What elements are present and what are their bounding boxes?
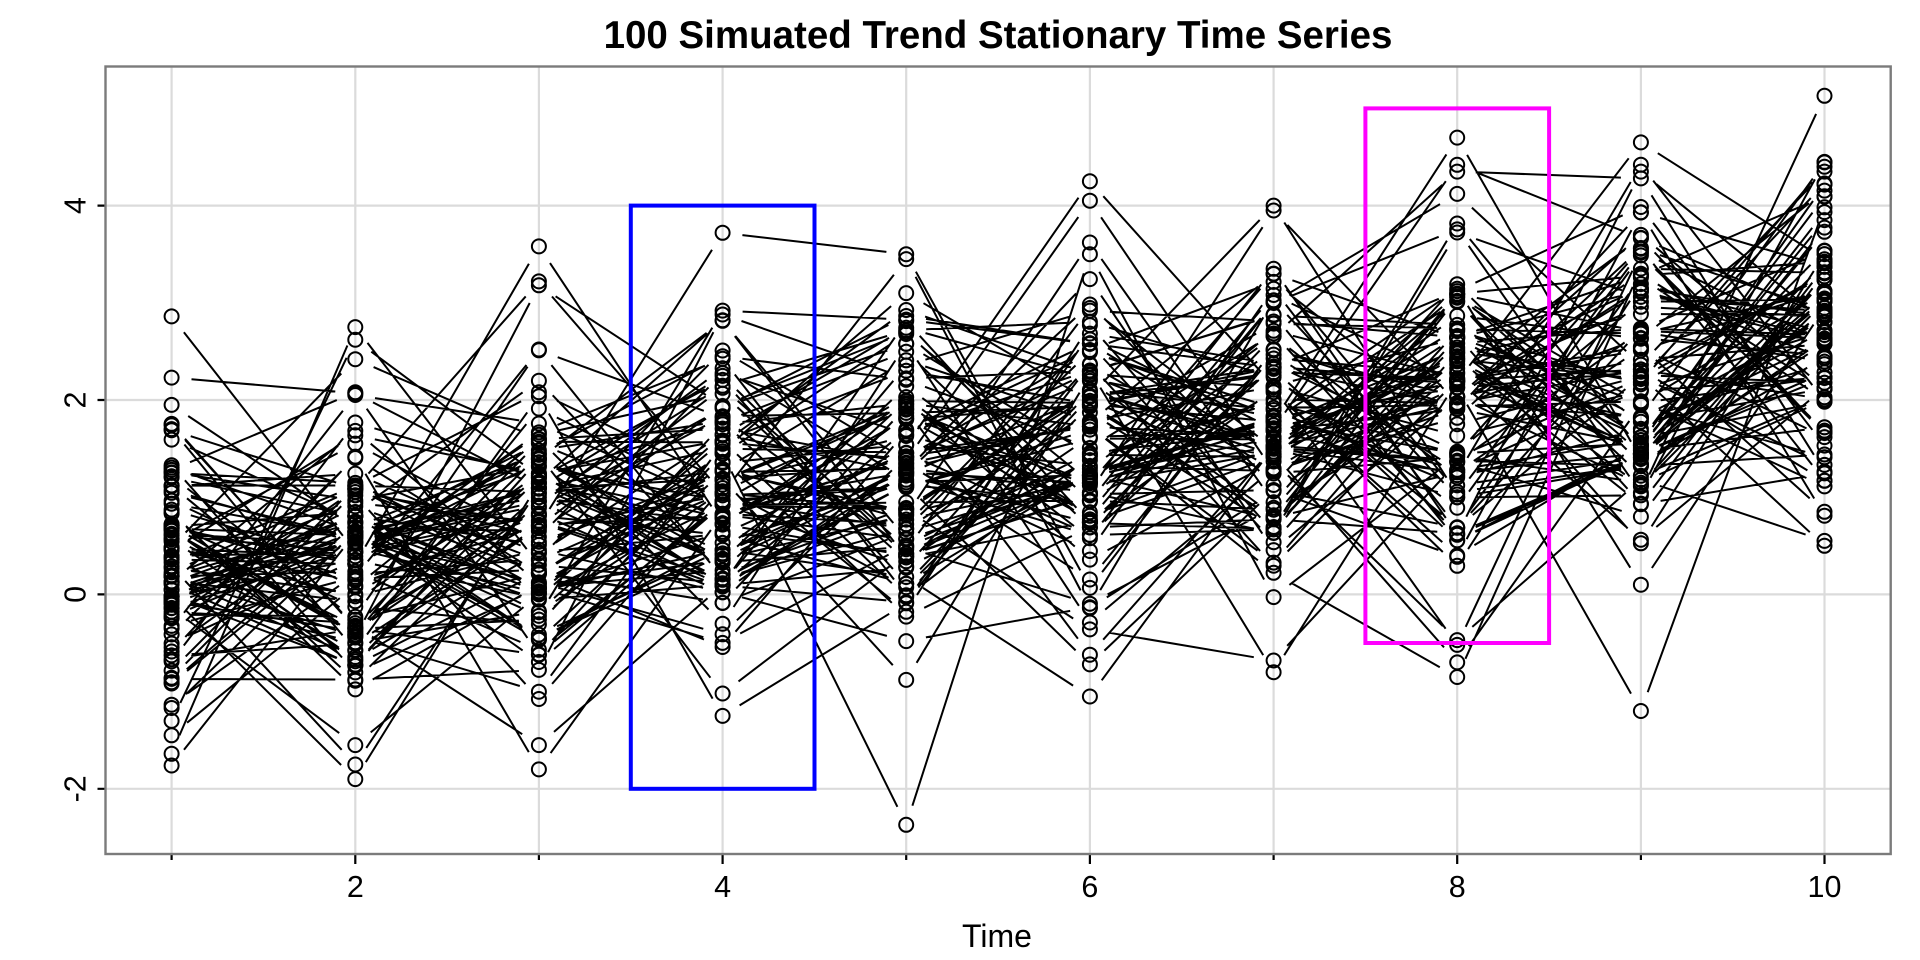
svg-text:6: 6 [1081, 870, 1098, 904]
svg-text:2: 2 [347, 870, 364, 904]
svg-text:Time: Time [962, 918, 1032, 954]
svg-text:10: 10 [1808, 870, 1842, 904]
svg-text:-2: -2 [59, 775, 93, 802]
svg-text:100 Simuated Trend Stationary: 100 Simuated Trend Stationary Time Serie… [604, 14, 1393, 57]
svg-text:2: 2 [59, 392, 93, 409]
svg-text:0: 0 [59, 586, 93, 603]
svg-text:4: 4 [714, 870, 731, 904]
svg-text:4: 4 [59, 197, 93, 214]
svg-text:8: 8 [1449, 870, 1466, 904]
